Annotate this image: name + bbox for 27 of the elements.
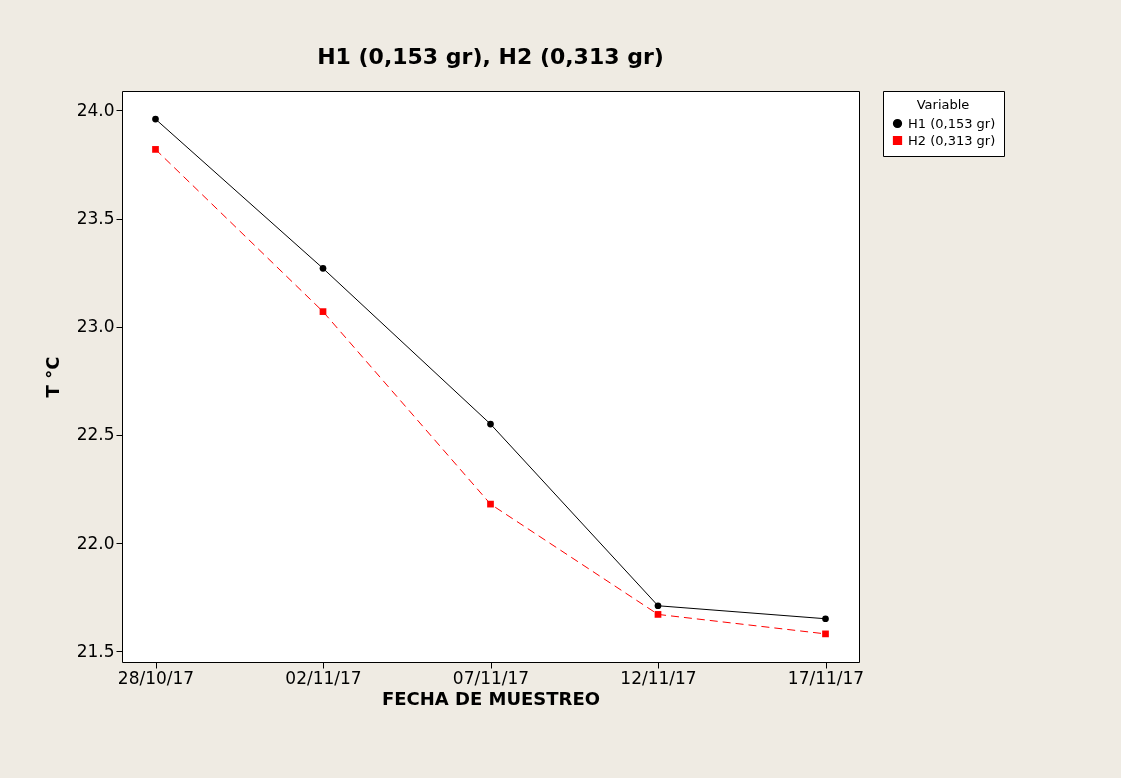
y-tick-label: 23.0 [76,316,115,337]
point [319,265,327,272]
y-tick-label: 22.0 [76,532,115,553]
chart-title: H1 (0,153 gr), H2 (0,313 gr) [317,43,664,69]
x-tick-label: 12/11/17 [620,667,697,688]
x-tick-label: 07/11/17 [452,667,530,688]
y-tick-label: 23.5 [76,208,115,229]
legend-label: H2 (0,313 gr) [908,132,996,148]
legend-label: H1 (0,153 gr) [908,115,996,131]
point [822,615,829,623]
point [319,308,327,315]
x-axis-title: FECHA DE MUESTREO [381,687,601,709]
y-tick-label: 22.5 [76,424,115,445]
x-tick-label: 02/11/17 [285,667,362,688]
point [654,602,662,610]
point [152,146,159,153]
point [487,420,494,428]
point [654,611,662,618]
legend-title: Variable [916,97,970,112]
x-tick-label: 17/11/17 [787,667,865,688]
y-axis-title: T °C [41,356,63,398]
x-tick-label: 28/10/17 [117,667,195,688]
point [152,115,159,123]
point [822,630,829,638]
y-tick-label: 21.5 [76,640,115,661]
point [487,500,494,508]
y-tick-label: 24.0 [76,99,115,120]
